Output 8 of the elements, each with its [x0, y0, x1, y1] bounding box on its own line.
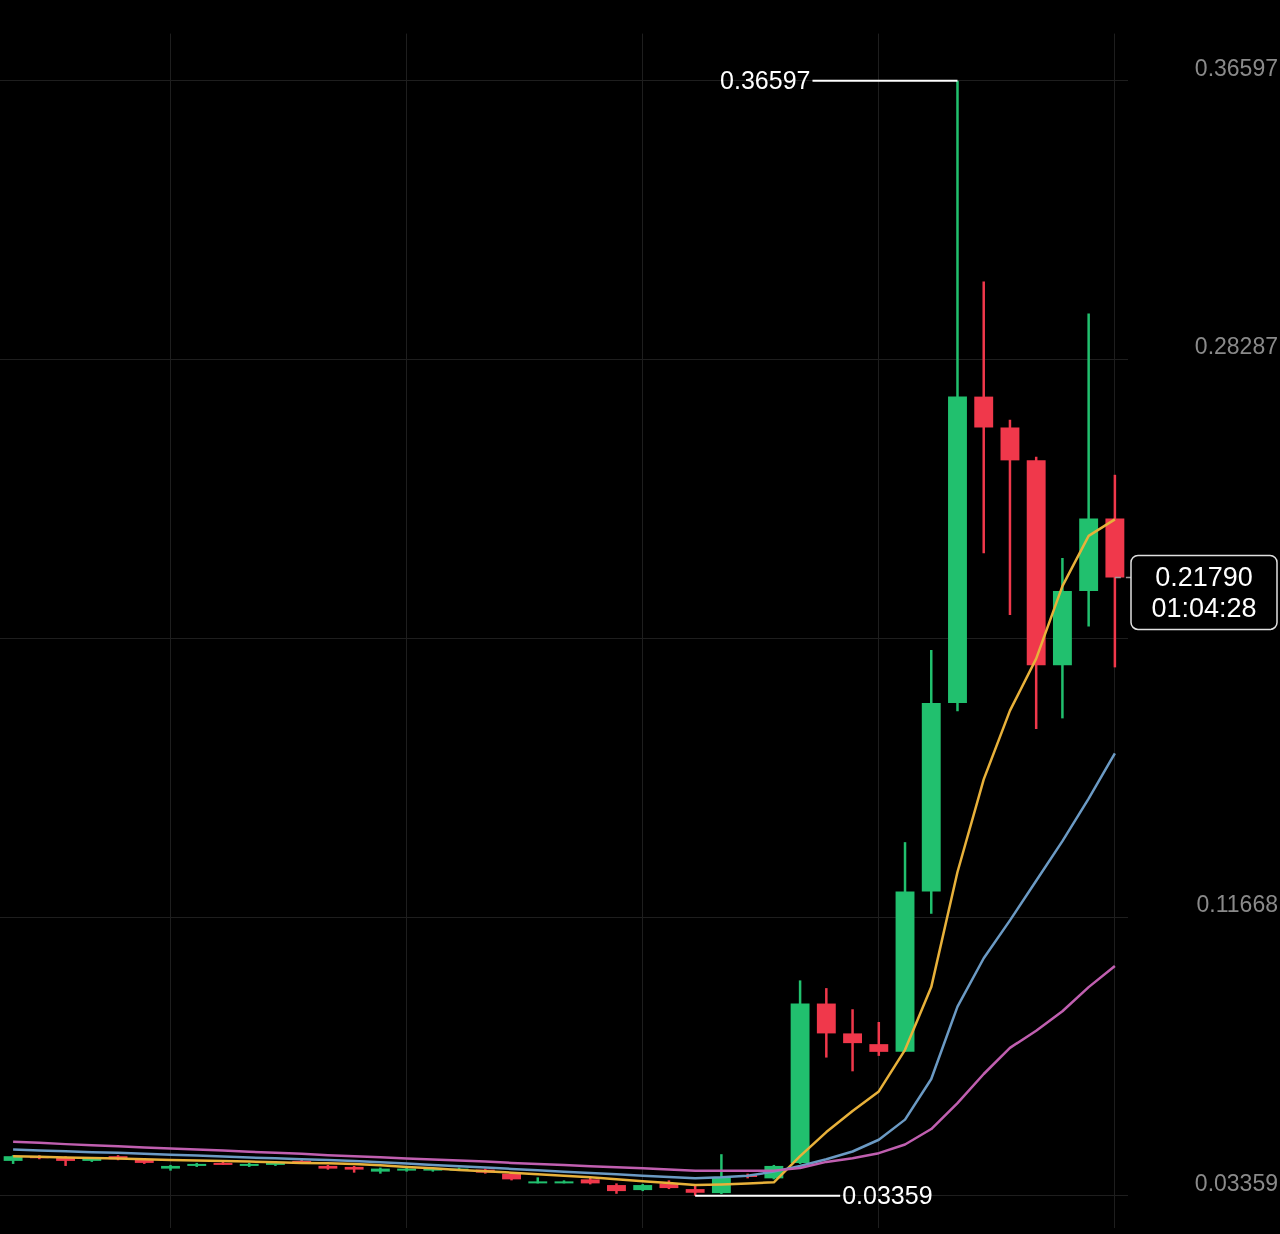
y-tick-label: 0.03359	[1194, 1169, 1278, 1196]
y-tick-label: 0.36597	[1194, 54, 1278, 81]
ref-line-label: 0.21790	[1155, 561, 1253, 592]
text: 01:04:28	[1151, 592, 1257, 623]
y-tick-label: 0.11668	[1196, 890, 1278, 917]
annotation: 0.03359	[842, 1180, 933, 1209]
annotation: 0.36597	[720, 65, 811, 94]
y-tick-label: 0.28287	[1194, 333, 1278, 360]
